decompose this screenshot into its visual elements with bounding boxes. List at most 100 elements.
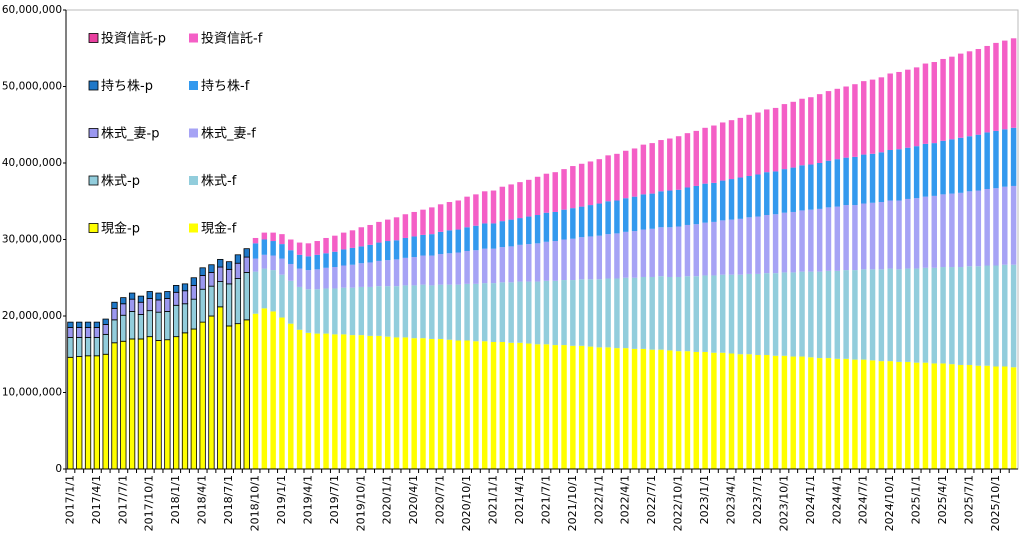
bar-segment <box>684 276 691 352</box>
bar-segment <box>975 49 982 135</box>
bar-segment <box>887 149 893 201</box>
bar-segment <box>279 274 285 318</box>
bar-segment <box>120 340 127 470</box>
bar-segment <box>1002 40 1008 130</box>
bar-segment <box>173 304 180 338</box>
bar-segment <box>173 291 180 306</box>
bar-segment <box>587 279 594 347</box>
x-tick-label: 2020/1/1 <box>381 475 394 524</box>
bar-segment <box>120 297 127 305</box>
bar-segment <box>737 218 744 275</box>
bar-segment <box>155 299 162 313</box>
bar-segment <box>993 130 999 189</box>
bar-segment <box>1002 129 1008 187</box>
legend-label: 現金-f <box>201 221 237 237</box>
bar-segment <box>437 231 444 255</box>
bar-segment <box>261 308 268 469</box>
legend-label: 株式-p <box>101 174 140 189</box>
bar-segment <box>614 233 620 279</box>
bar-segment <box>552 345 558 469</box>
bar-segment <box>940 140 946 195</box>
bar-segment <box>852 84 858 157</box>
x-tick-label: 2024/1/1 <box>804 475 817 524</box>
bar-segment <box>305 256 312 271</box>
x-tick-label: 2023/10/1 <box>777 475 790 531</box>
bar-segment <box>288 280 294 324</box>
bar-segment <box>102 333 109 355</box>
bar-segment <box>684 351 691 469</box>
bar-segment <box>922 63 929 144</box>
legend-marker <box>88 128 99 138</box>
bar-segment <box>481 191 488 224</box>
bar-segment <box>279 244 285 259</box>
bar-segment <box>437 254 444 285</box>
bar-segment <box>261 268 268 309</box>
x-tick-label: 2018/7/1 <box>222 475 235 524</box>
bar-segment <box>728 219 735 275</box>
x-tick-label: 2022/1/1 <box>592 475 605 524</box>
bar-segment <box>490 248 497 284</box>
bar-segment <box>111 307 118 321</box>
bar-segment <box>437 338 444 469</box>
bar-segment <box>728 274 735 354</box>
bar-segment <box>543 173 550 213</box>
bar-segment <box>640 144 647 195</box>
bar-segment <box>76 327 83 338</box>
x-tick-label: 2018/10/1 <box>249 475 262 531</box>
bar-segment <box>385 260 391 287</box>
bar-segment <box>861 269 867 360</box>
bar-segment <box>552 211 558 242</box>
bar-segment <box>234 254 242 264</box>
bar-segment <box>852 156 858 206</box>
bar-segment <box>861 203 867 270</box>
bar-segment <box>799 356 805 469</box>
bar-segment <box>878 361 885 469</box>
bar-segment <box>543 212 550 242</box>
bar-segment <box>764 215 770 274</box>
y-tick-label: 40,000,000 <box>2 157 62 169</box>
bar-segment <box>67 337 74 358</box>
bar-segment <box>146 298 153 312</box>
bar-segment <box>561 280 567 346</box>
bar-segment <box>834 358 841 469</box>
bar-segment <box>984 45 990 133</box>
bar-segment <box>84 321 92 328</box>
bar-segment <box>693 224 699 277</box>
bar-segment <box>605 347 611 469</box>
bar-segment <box>367 335 373 469</box>
bar-segment <box>279 317 285 469</box>
bar-segment <box>790 356 796 469</box>
bar-segment <box>649 228 655 277</box>
bar-segment <box>993 42 999 131</box>
bar-segment <box>137 301 145 315</box>
y-tick-label: 50,000,000 <box>2 81 62 93</box>
bar-segment <box>420 338 426 469</box>
bar-segment <box>164 298 171 312</box>
bar-segment <box>243 319 250 470</box>
bar-segment <box>455 229 461 253</box>
bar-segment <box>693 185 699 225</box>
bar-segment <box>808 357 814 469</box>
bar-segment <box>199 275 206 290</box>
bar-segment <box>684 187 691 225</box>
bar-segment <box>367 224 373 245</box>
bar-segment <box>261 254 268 269</box>
bar-segment <box>543 344 550 469</box>
bar-segment <box>296 254 303 269</box>
bar-segment <box>517 182 523 219</box>
bar-segment <box>834 206 841 271</box>
bar-segment <box>420 255 426 285</box>
bar-segment <box>966 51 973 137</box>
bar-segment <box>684 224 691 277</box>
bar-segment <box>658 191 664 228</box>
bar-segment <box>517 281 523 343</box>
x-tick-label: 2019/10/1 <box>354 475 367 531</box>
bar-segment <box>957 192 964 268</box>
bar-segment <box>270 270 276 312</box>
bar-segment <box>332 235 338 252</box>
bar-segment <box>746 176 752 218</box>
bar-segment <box>790 101 796 168</box>
bar-segment <box>790 211 796 273</box>
bar-segment <box>217 258 224 268</box>
